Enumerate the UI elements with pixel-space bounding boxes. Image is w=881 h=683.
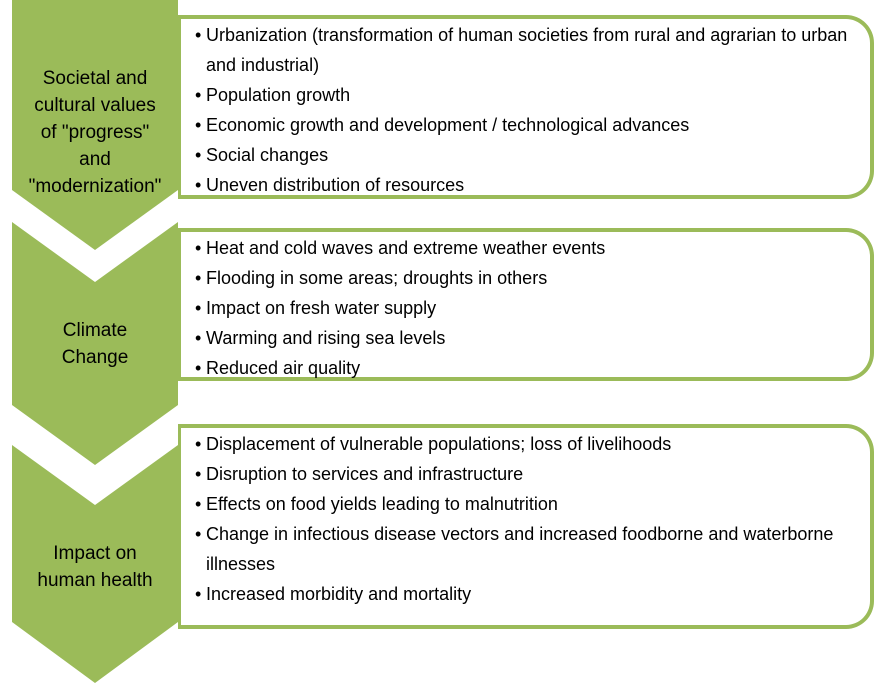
- bullet-item: Change in infectious disease vectors and…: [195, 519, 862, 579]
- bullet-list: Urbanization (transformation of human so…: [181, 19, 870, 200]
- bullet-item: Urbanization (transformation of human so…: [195, 20, 862, 80]
- label-line: of "progress": [40, 122, 150, 143]
- bullet-item: Increased morbidity and mortality: [195, 579, 862, 609]
- bullet-list: Displacement of vulnerable populations; …: [181, 428, 870, 609]
- chevron: [12, 0, 178, 250]
- section-box: Displacement of vulnerable populations; …: [178, 424, 874, 629]
- section-label: Societal and cultural values of "progress"…: [2, 65, 188, 200]
- label-line: and: [79, 149, 111, 170]
- bullet-item: Warming and rising sea levels: [195, 323, 862, 353]
- label-line: cultural values: [34, 95, 156, 116]
- section-label: Impact on human health: [2, 540, 188, 594]
- chevron: [12, 222, 178, 465]
- bullet-item: Flooding in some areas; droughts in othe…: [195, 263, 862, 293]
- bullet-item: Population growth: [195, 80, 862, 110]
- label-line: "modernization": [28, 176, 162, 197]
- bullet-item: Economic growth and development / techno…: [195, 110, 862, 140]
- bullet-list: Heat and cold waves and extreme weather …: [181, 232, 870, 383]
- label-line: human health: [37, 570, 153, 591]
- label-line: Change: [61, 347, 129, 368]
- bullet-item: Reduced air quality: [195, 353, 862, 383]
- bullet-item: Effects on food yields leading to malnut…: [195, 489, 862, 519]
- bullet-item: Displacement of vulnerable populations; …: [195, 429, 862, 459]
- section-box: Heat and cold waves and extreme weather …: [178, 228, 874, 381]
- section-box: Urbanization (transformation of human so…: [178, 15, 874, 199]
- chevron: [12, 445, 178, 683]
- bullet-item: Disruption to services and infrastructur…: [195, 459, 862, 489]
- bullet-item: Impact on fresh water supply: [195, 293, 862, 323]
- label-line: Societal and: [42, 68, 148, 89]
- label-line: Climate: [62, 320, 128, 341]
- bullet-item: Social changes: [195, 140, 862, 170]
- section-label: Climate Change: [2, 317, 188, 371]
- bullet-item: Heat and cold waves and extreme weather …: [195, 233, 862, 263]
- label-line: Impact on: [53, 543, 137, 564]
- bullet-item: Uneven distribution of resources: [195, 170, 862, 200]
